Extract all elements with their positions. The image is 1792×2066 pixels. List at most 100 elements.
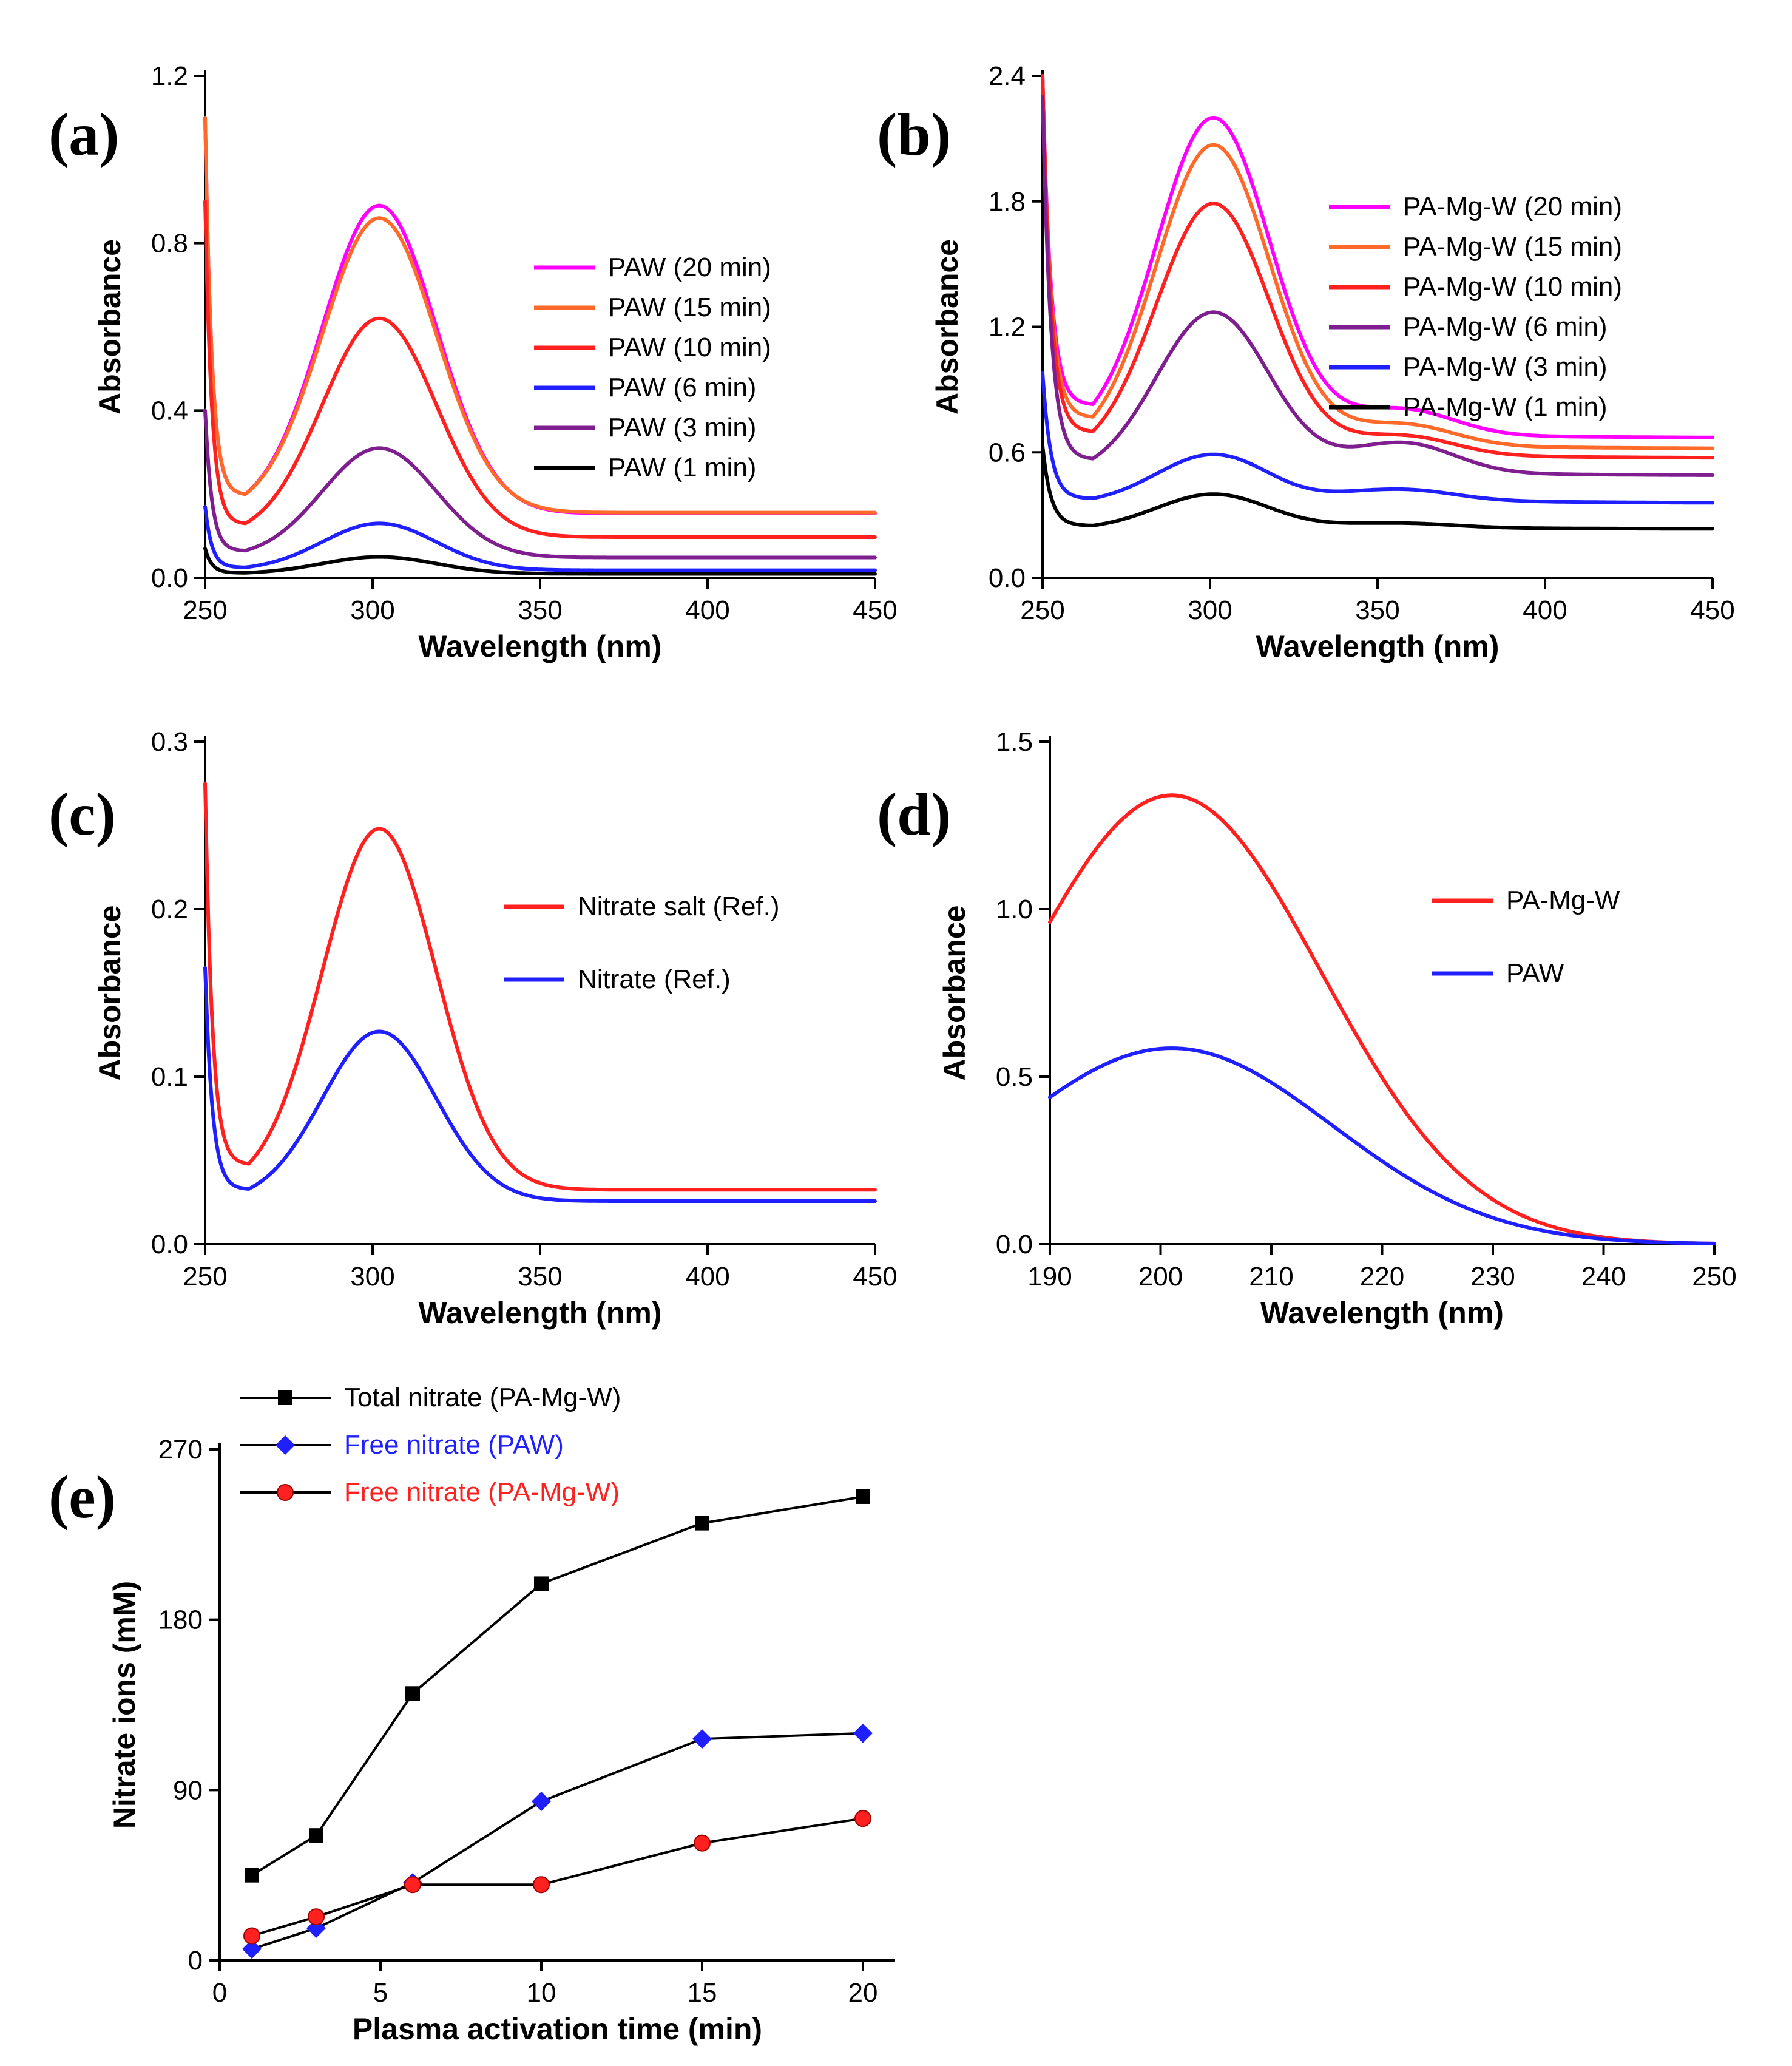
panel-label: (d) [877, 781, 951, 848]
series-line [203, 546, 877, 576]
panel-label: (a) [49, 101, 120, 168]
y-tick-label: 1.0 [996, 895, 1033, 924]
data-point [243, 1927, 260, 1945]
x-tick-label: 10 [527, 1978, 556, 2008]
legend-label: Free nitrate (PAW) [344, 1430, 564, 1460]
data-point [856, 1489, 870, 1504]
series-line [1041, 95, 1714, 477]
y-axis-title: Nitrate ions (mM) [107, 1581, 141, 1829]
data-point [533, 1876, 550, 1894]
data-point [854, 1810, 871, 1827]
y-tick-label: 0.2 [151, 895, 188, 924]
x-tick-label: 300 [1188, 595, 1232, 625]
panel-label: (c) [49, 781, 116, 848]
x-tick-label: 400 [1523, 595, 1567, 625]
y-tick-label: 0 [188, 1946, 203, 1976]
y-tick-label: 1.2 [989, 313, 1026, 342]
y-tick-label: 0.8 [151, 229, 188, 259]
legend-label: PA-Mg-W (20 min) [1403, 192, 1622, 222]
series-line [203, 966, 877, 1203]
legend-label: Free nitrate (PA-Mg-W) [344, 1477, 620, 1507]
data-point [534, 1576, 549, 1591]
series-line [1041, 371, 1714, 505]
x-axis-title: Wavelength (nm) [419, 629, 662, 663]
panel-a: 250 300 350 400 450 0.0 0.4 0.8 1.2 Wavelength (n… [49, 61, 898, 663]
y-tick-label: 0.0 [996, 1230, 1033, 1259]
y-tick-label: 1.8 [989, 187, 1026, 217]
y-tick-label: 0.1 [151, 1062, 188, 1092]
x-tick-label: 200 [1138, 1262, 1183, 1292]
legend-label: PA-Mg-W (6 min) [1403, 312, 1608, 342]
y-tick-label: 180 [158, 1605, 203, 1635]
x-tick-label: 190 [1027, 1262, 1072, 1292]
x-tick-label: 5 [373, 1978, 388, 2008]
series-line [203, 199, 877, 539]
x-tick-label: 350 [518, 595, 562, 625]
y-tick-label: 0.3 [151, 727, 188, 757]
y-axis-title: Absorbance [938, 906, 972, 1081]
data-point [694, 1834, 711, 1852]
panel-b: 250 300 350 400 450 0.0 0.6 1.2 1.8 2.4 Wavelength… [877, 61, 1735, 663]
legend-label: PA-Mg-W (15 min) [1403, 232, 1622, 262]
series-line [1048, 1046, 1716, 1245]
data-point [692, 1729, 712, 1749]
x-axis-title: Plasma activation time (min) [353, 2012, 762, 2046]
series-line [203, 115, 877, 515]
legend-label: Total nitrate (PA-Mg-W) [344, 1383, 621, 1412]
legend-label: PAW (10 min) [608, 333, 771, 362]
x-tick-label: 350 [518, 1262, 562, 1292]
y-tick-label: 0.5 [996, 1062, 1033, 1092]
panel-c: 250 300 350 400 450 0.0 0.1 0.2 0.3 Wavelength (n… [49, 727, 898, 1330]
legend-label: PAW (15 min) [608, 293, 771, 322]
series-line [251, 1817, 864, 1937]
x-tick-label: 300 [350, 595, 394, 625]
series-line [1041, 74, 1714, 450]
x-tick-label: 450 [853, 595, 897, 625]
x-axis-title: Wavelength (nm) [419, 1296, 662, 1330]
data-point [404, 1876, 421, 1894]
x-tick-label: 230 [1470, 1262, 1515, 1292]
legend-label: Nitrate (Ref.) [578, 964, 731, 994]
x-tick-label: 250 [183, 595, 227, 625]
x-tick-label: 350 [1355, 595, 1399, 625]
x-tick-label: 20 [848, 1978, 878, 2008]
data-point [309, 1828, 323, 1843]
y-tick-label: 90 [173, 1775, 203, 1805]
legend-label: PA-Mg-W (3 min) [1403, 352, 1608, 382]
legend-label: PA-Mg-W (10 min) [1403, 272, 1622, 302]
legend-marker [277, 1484, 294, 1501]
x-tick-label: 450 [1690, 595, 1734, 625]
series-line [1041, 444, 1714, 531]
series-line [203, 408, 877, 560]
y-tick-label: 1.5 [996, 727, 1033, 757]
x-tick-label: 15 [688, 1978, 717, 2008]
x-tick-label: 240 [1581, 1262, 1626, 1292]
y-tick-label: 2.4 [989, 61, 1026, 91]
legend-label: PAW (20 min) [608, 252, 771, 282]
data-point [242, 1939, 262, 1959]
legend-label: PA-Mg-W [1506, 886, 1620, 915]
y-tick-label: 0.0 [989, 563, 1026, 593]
x-tick-label: 250 [1020, 595, 1064, 625]
data-point [853, 1723, 873, 1743]
panel-e: 0 5 10 15 20 0 90 180 270 Plasma activation time … [49, 1383, 895, 2046]
series-line [203, 115, 877, 515]
data-point [405, 1686, 420, 1701]
series-line [203, 504, 877, 572]
y-axis-title: Absorbance [93, 906, 127, 1081]
x-tick-label: 0 [212, 1978, 227, 2008]
x-tick-label: 250 [183, 1262, 227, 1292]
y-tick-label: 270 [158, 1435, 203, 1465]
series-line [251, 1732, 864, 1951]
panel-label: (e) [49, 1463, 116, 1531]
legend-label: PAW (6 min) [608, 373, 756, 402]
y-tick-label: 0.0 [151, 1230, 188, 1259]
legend-label: PAW (3 min) [608, 413, 756, 442]
legend-label: PA-Mg-W (1 min) [1403, 392, 1608, 422]
y-tick-label: 0.4 [151, 396, 188, 425]
x-tick-label: 400 [685, 595, 729, 625]
x-tick-label: 220 [1360, 1262, 1404, 1292]
y-axis-title: Absorbance [930, 239, 964, 415]
y-tick-label: 1.2 [151, 61, 188, 91]
